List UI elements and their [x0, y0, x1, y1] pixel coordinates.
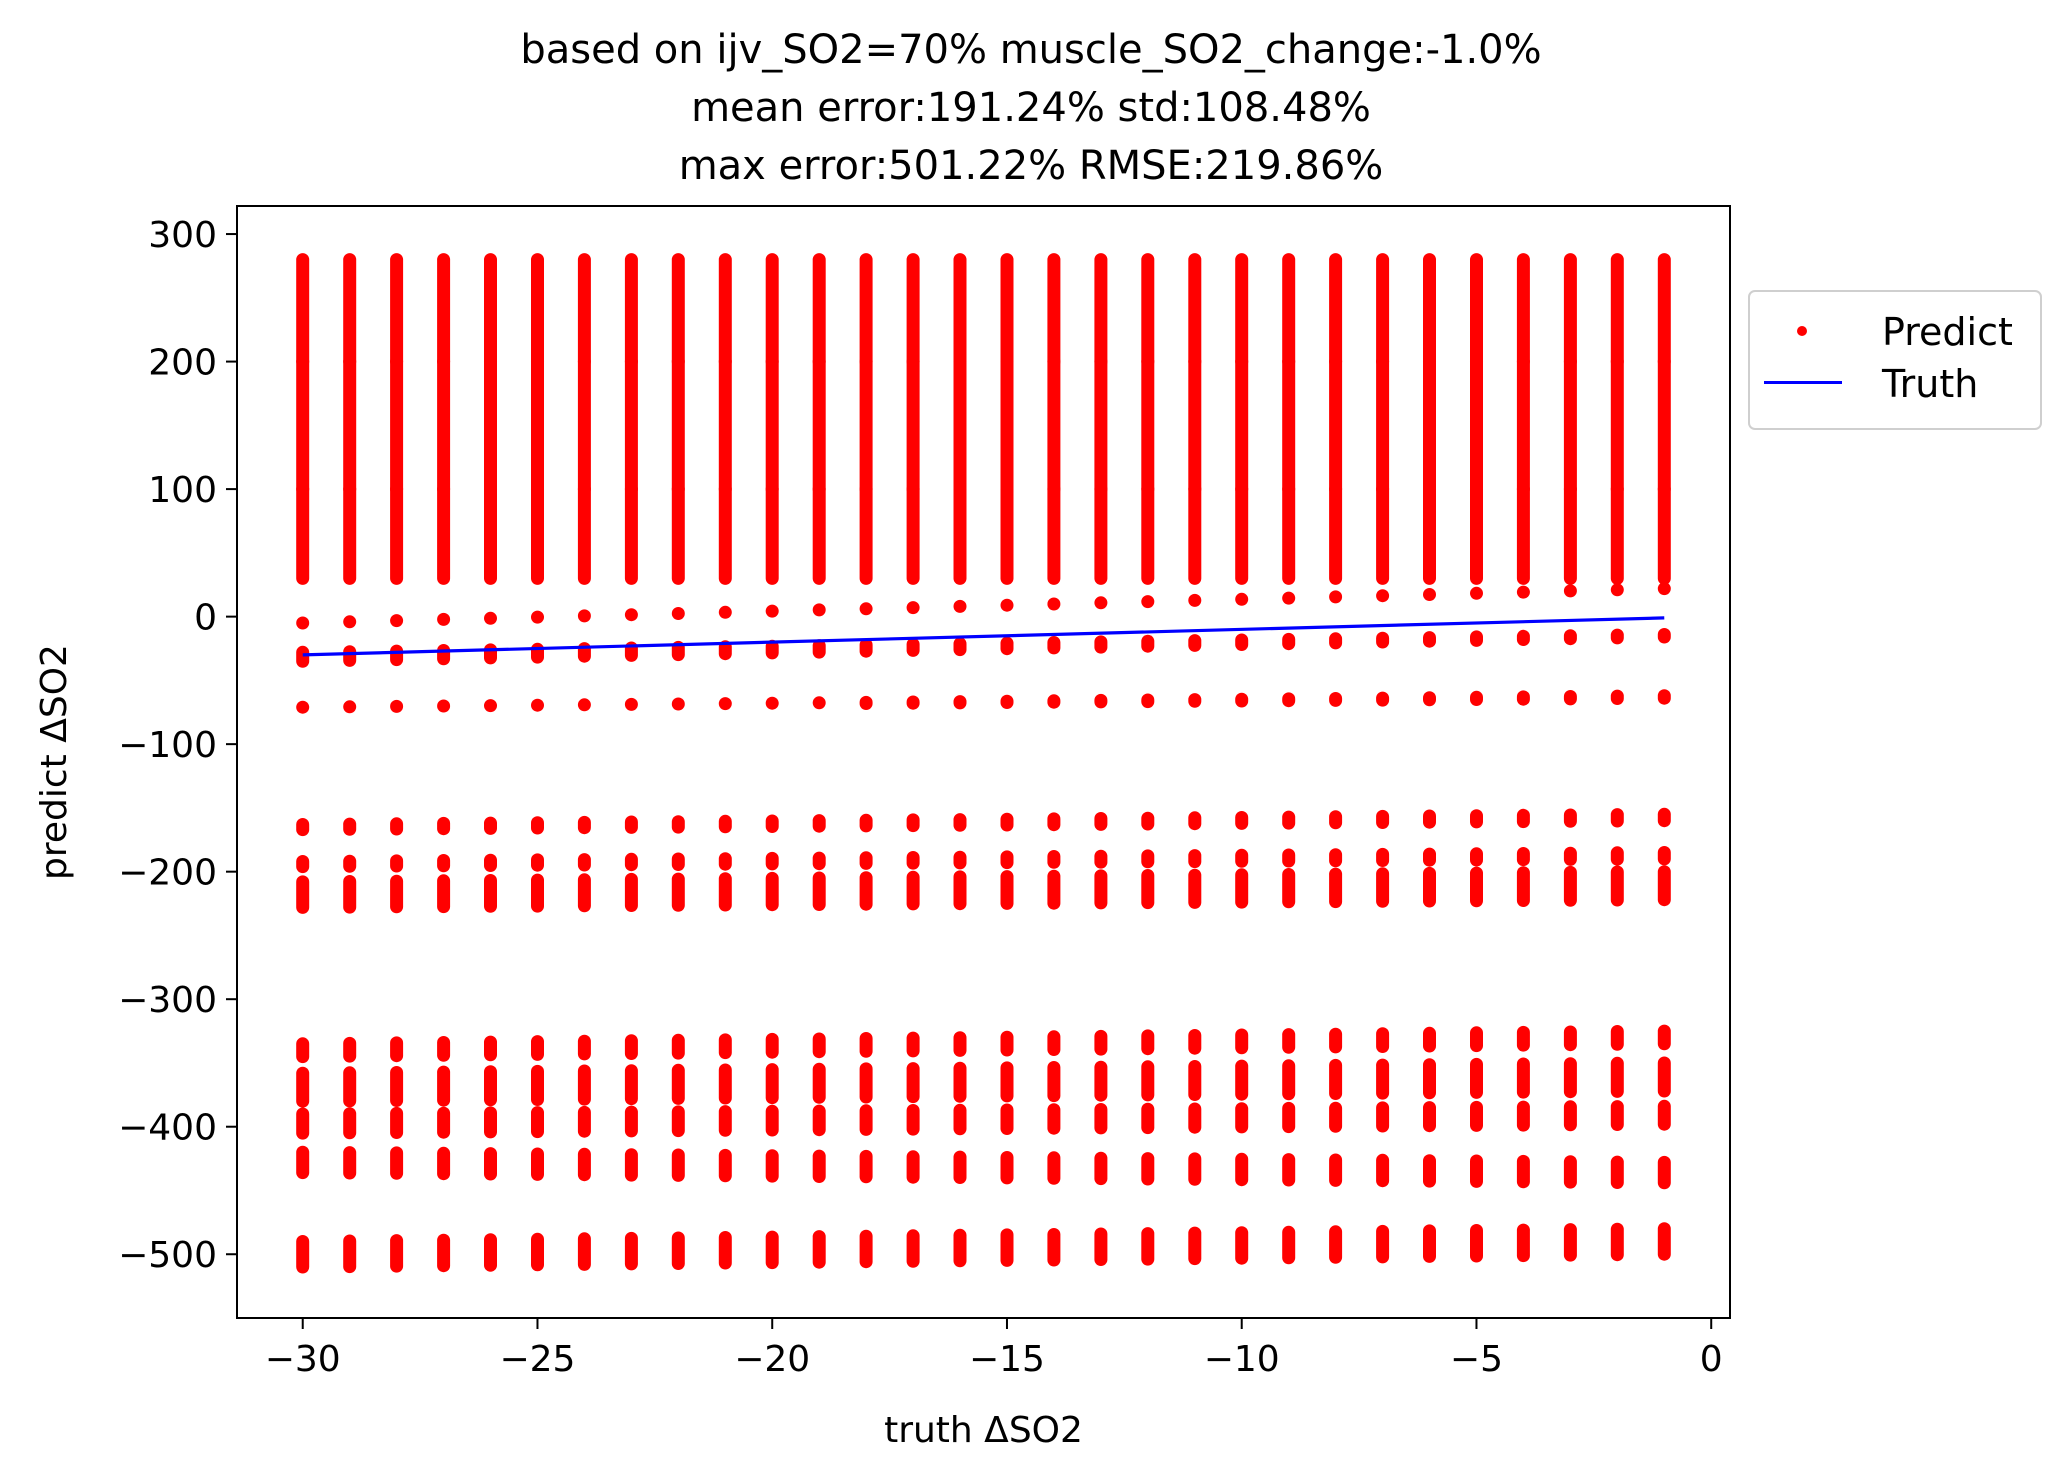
predict-point [1094, 596, 1108, 610]
x-tick-label: −15 [969, 1339, 1045, 1380]
legend: Predict Truth [1748, 290, 2042, 430]
predict-point [765, 696, 779, 710]
y-tick-label: −400 [118, 1108, 217, 1149]
axes: −30 −25 −20 −15 −10 −5 0 300 200 100 0 −100 −200 −300… [34, 205, 1731, 1451]
predict-point [906, 601, 920, 615]
y-tick-label: 0 [194, 598, 217, 639]
chart-title-line-1: based on ijv_SO2=70% muscle_SO2_change:-… [520, 27, 1542, 73]
predict-point [484, 699, 497, 713]
y-tick-label: 100 [148, 470, 217, 511]
predict-point [624, 608, 638, 622]
predict-point [1516, 585, 1530, 599]
predict-point [296, 616, 310, 630]
predict-point [718, 697, 732, 711]
predict-point [343, 615, 357, 629]
y-axis-label: predict ΔSO2 [34, 644, 75, 880]
predict-point [718, 605, 732, 619]
y-tick-label: −100 [118, 725, 217, 766]
predict-point [671, 697, 685, 711]
predict-point [1282, 591, 1296, 605]
x-axis-label: truth ΔSO2 [884, 1410, 1083, 1451]
legend-truth-label: Truth [1882, 362, 1979, 406]
predict-series [296, 253, 1671, 1274]
chart-title-line-2: mean error:191.24% std:108.48% [691, 85, 1371, 131]
predict-point [296, 700, 310, 714]
predict-point [671, 607, 685, 620]
predict-point [531, 610, 544, 624]
predict-point [1563, 584, 1577, 598]
predict-point [1000, 598, 1014, 612]
y-tick-label: −500 [118, 1235, 217, 1276]
legend-predict-marker [1797, 326, 1807, 336]
predict-point [1657, 582, 1671, 596]
predict-point [437, 612, 451, 626]
y-tick-label: −300 [118, 980, 217, 1021]
predict-point [953, 599, 967, 613]
x-tick-label: −10 [1204, 1339, 1280, 1380]
y-tick-label: 200 [148, 343, 217, 384]
predict-point [765, 604, 779, 618]
y-tick-label: 300 [148, 215, 217, 256]
x-tick-label: −25 [499, 1339, 575, 1380]
predict-point [577, 698, 591, 712]
x-tick-label: 0 [1700, 1339, 1723, 1380]
predict-point [1470, 586, 1483, 600]
predict-point [390, 614, 404, 628]
predict-point [859, 602, 873, 616]
predict-point [1141, 595, 1155, 609]
x-tick-label: −30 [265, 1339, 341, 1380]
predict-point [1610, 583, 1624, 597]
predict-point [624, 697, 638, 711]
predict-point [1376, 589, 1390, 603]
legend-truth-marker [1764, 381, 1842, 384]
predict-point [812, 696, 826, 710]
chart-title-line-3: max error:501.22% RMSE:219.86% [678, 143, 1384, 189]
predict-point [437, 699, 451, 713]
y-tick-label: −200 [118, 853, 217, 894]
truth-series [302, 616, 1665, 657]
predict-point [1329, 590, 1343, 604]
predict-point [1235, 592, 1249, 606]
predict-point [577, 609, 591, 623]
truth-line [302, 616, 1665, 657]
predict-point [1423, 588, 1436, 601]
predict-point [531, 698, 544, 712]
x-tick-label: −20 [734, 1339, 810, 1380]
predict-point [390, 699, 404, 713]
predict-point [1188, 593, 1202, 607]
predict-point [343, 700, 357, 714]
x-tick-label: −5 [1450, 1339, 1503, 1380]
legend-predict-label: Predict [1882, 310, 2013, 354]
predict-point [484, 611, 497, 625]
plot-frame [236, 205, 1731, 1319]
predict-point [1047, 597, 1061, 611]
predict-point [812, 603, 826, 617]
